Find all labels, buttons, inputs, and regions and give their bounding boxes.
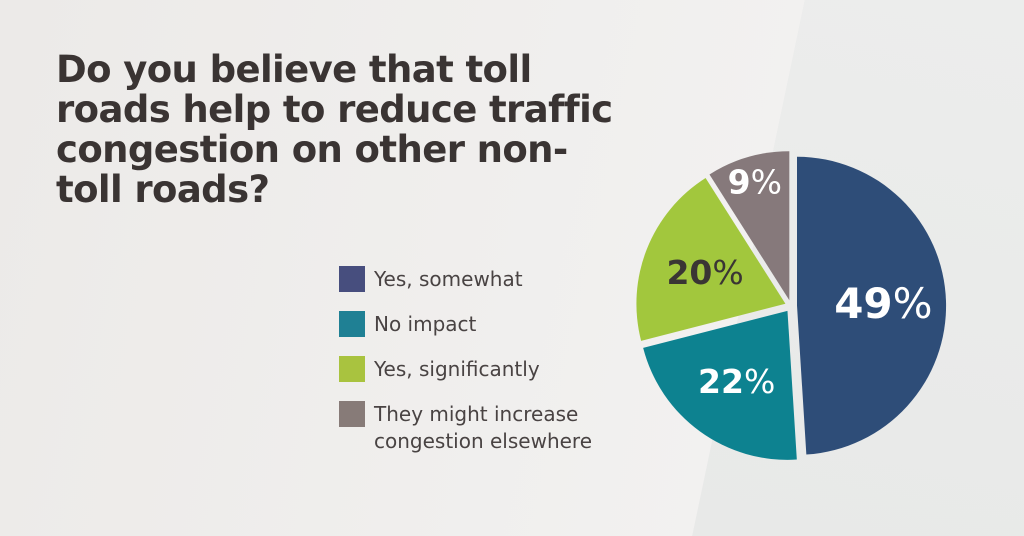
legend-label: They might increase congestion elsewhere bbox=[374, 402, 593, 453]
question-title-line: roads help to reduce traffic bbox=[56, 88, 613, 131]
question-title: Do you believe that toll roads help to r… bbox=[56, 48, 613, 211]
question-title-line: toll roads? bbox=[56, 168, 270, 211]
legend-label: No impact bbox=[374, 312, 477, 336]
pie-value-label: 9% bbox=[728, 162, 782, 201]
question-title-line: congestion on other non- bbox=[56, 128, 568, 171]
pie-slice-they-might-increase-congestion-elsewhere bbox=[709, 151, 790, 301]
pie-value-label: 49% bbox=[834, 279, 932, 328]
pie-chart: 49% 22% 20% 9% bbox=[636, 151, 947, 460]
pie-value-label: 22% bbox=[698, 361, 775, 400]
question-title-line: Do you believe that toll bbox=[56, 48, 532, 91]
pie-slice-yes-significantly bbox=[636, 177, 786, 341]
legend-item-yes-significantly: Yes, significantly bbox=[339, 356, 624, 383]
legend-swatch-icon bbox=[339, 311, 365, 337]
legend-swatch-icon bbox=[339, 356, 365, 382]
legend-swatch-icon bbox=[339, 401, 365, 427]
legend-swatch-icon bbox=[339, 266, 365, 292]
pie-slice-no-impact bbox=[643, 310, 797, 460]
legend-item-they-might-increase-congestion-elsewhere: They might increase congestion elsewhere bbox=[339, 401, 624, 455]
legend-item-yes-somewhat: Yes, somewhat bbox=[339, 266, 624, 293]
legend-item-no-impact: No impact bbox=[339, 311, 624, 338]
pie-slice-yes-somewhat bbox=[797, 156, 947, 455]
legend-label: Yes, significantly bbox=[374, 357, 540, 381]
legend-label: Yes, somewhat bbox=[374, 267, 523, 291]
chart-legend: Yes, somewhat No impact Yes, significantly… bbox=[339, 266, 624, 473]
pie-value-label: 20% bbox=[666, 253, 743, 292]
